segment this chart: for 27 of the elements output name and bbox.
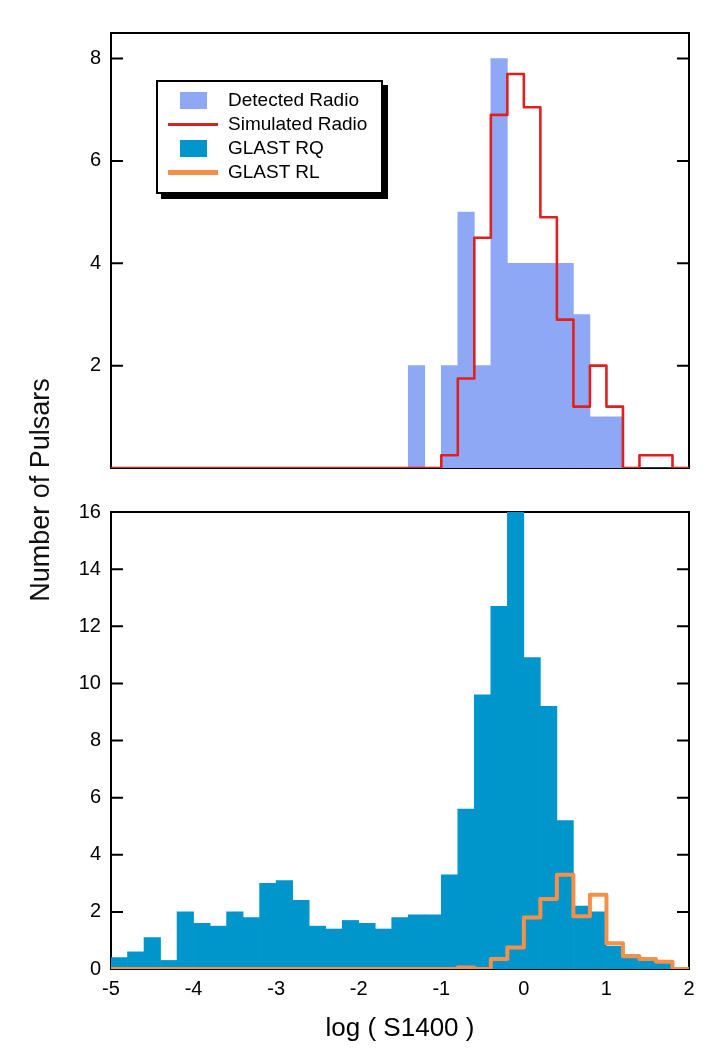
legend-label: GLAST RL <box>228 160 320 184</box>
y-tick-label: 2 <box>89 899 101 922</box>
x-tick-label: -4 <box>184 976 203 999</box>
x-tick-label: -3 <box>267 976 286 999</box>
y-tick-label: 4 <box>89 250 101 273</box>
x-tick-label: -2 <box>349 976 368 999</box>
x-tick-label: 2 <box>683 976 695 999</box>
y-tick-label: 16 <box>78 499 101 522</box>
x-axis-title: log ( S1400 ) <box>325 1011 475 1042</box>
y-tick-label: 14 <box>78 556 101 579</box>
y-tick-label: 6 <box>89 148 101 171</box>
y-axis-title: Number of Pulsars <box>24 378 56 602</box>
y-tick-label: 6 <box>89 785 101 808</box>
y-tick-label: 8 <box>89 46 101 69</box>
x-tick-label: -1 <box>432 976 451 999</box>
x-tick-label: -5 <box>102 976 120 999</box>
legend-label: Detected Radio <box>228 88 359 112</box>
y-tick-label: 8 <box>89 728 101 751</box>
legend-label: Simulated Radio <box>228 112 368 136</box>
y-tick-label: 10 <box>78 670 101 693</box>
x-tick-label: 1 <box>600 976 612 999</box>
y-tick-label: 4 <box>89 842 101 865</box>
y-tick-label: 0 <box>89 956 101 979</box>
x-tick-label: 0 <box>518 976 530 999</box>
legend-label: GLAST RQ <box>228 136 324 160</box>
y-tick-label: 2 <box>89 353 101 376</box>
y-tick-label: 12 <box>78 613 101 636</box>
